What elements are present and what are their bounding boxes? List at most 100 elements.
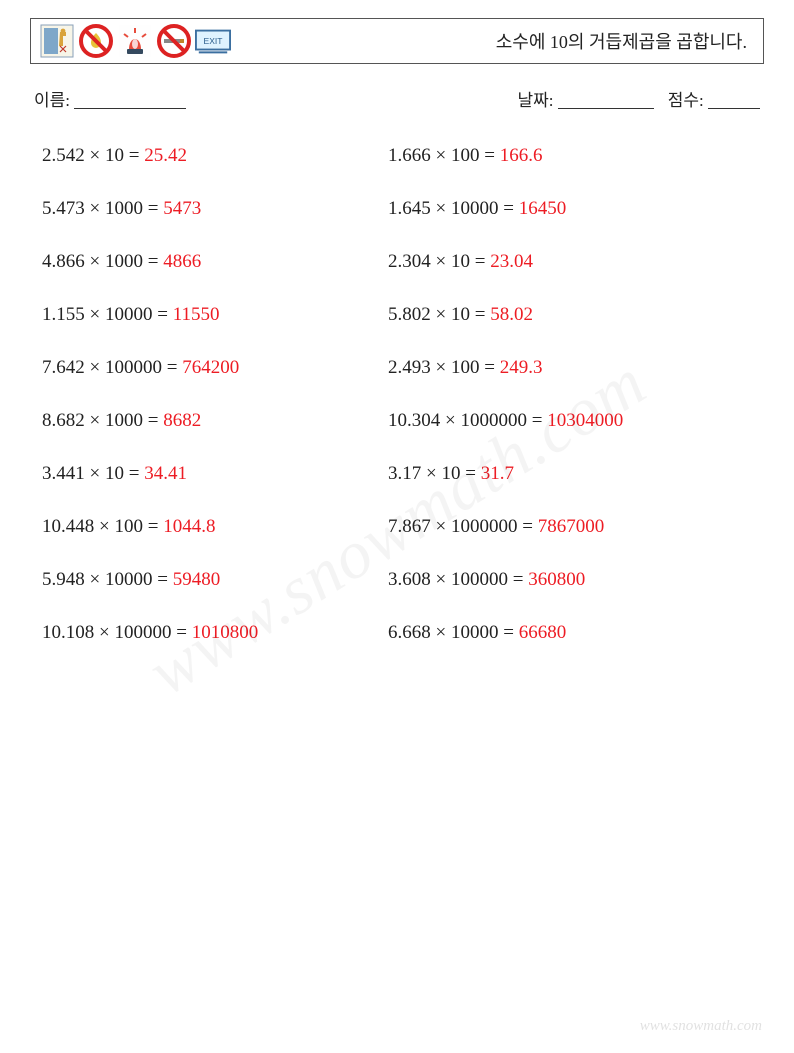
operand-b: 1000 bbox=[105, 410, 143, 431]
date-label: 날짜: bbox=[517, 91, 553, 110]
name-label: 이름: bbox=[34, 91, 70, 110]
answer: 31.7 bbox=[481, 463, 514, 484]
operand-a: 8.682 bbox=[42, 410, 85, 431]
operand-b: 10000 bbox=[451, 198, 499, 219]
operand-a: 10.448 bbox=[42, 516, 94, 537]
operand-a: 6.668 bbox=[388, 622, 431, 643]
operand-b: 10000 bbox=[105, 569, 153, 590]
operand-b: 100 bbox=[451, 145, 480, 166]
equals-sign: = bbox=[124, 145, 144, 166]
operand-b: 100000 bbox=[114, 622, 171, 643]
operand-a: 5.473 bbox=[42, 198, 85, 219]
equals-sign: = bbox=[143, 198, 163, 219]
equals-sign: = bbox=[171, 622, 191, 643]
name-underline bbox=[74, 92, 186, 109]
score-underline bbox=[708, 92, 760, 109]
equals-sign: = bbox=[152, 304, 172, 325]
answer: 4866 bbox=[163, 251, 201, 272]
operand-b: 10 bbox=[451, 304, 470, 325]
operand-b: 1000 bbox=[105, 251, 143, 272]
equals-sign: = bbox=[162, 357, 182, 378]
answer: 59480 bbox=[173, 569, 221, 590]
equals-sign: = bbox=[479, 357, 499, 378]
equals-sign: = bbox=[143, 251, 163, 272]
operand-b: 100 bbox=[114, 516, 143, 537]
answer: 166.6 bbox=[500, 145, 543, 166]
worksheet-title: 소수에 10의 거듭제곱을 곱합니다. bbox=[496, 28, 747, 54]
operand-a: 3.441 bbox=[42, 463, 85, 484]
emergency-exit-icon bbox=[39, 23, 75, 59]
operand-b: 10 bbox=[451, 251, 470, 272]
times-operator: × bbox=[431, 198, 451, 219]
times-operator: × bbox=[85, 357, 105, 378]
operand-b: 100 bbox=[451, 357, 480, 378]
operand-a: 2.542 bbox=[42, 145, 85, 166]
problem-row: 3.17 × 10 = 31.7 bbox=[388, 463, 752, 485]
operand-a: 5.802 bbox=[388, 304, 431, 325]
times-operator: × bbox=[431, 304, 451, 325]
answer: 249.3 bbox=[500, 357, 543, 378]
operand-a: 10.108 bbox=[42, 622, 94, 643]
name-field: 이름: bbox=[34, 86, 517, 111]
answer: 58.02 bbox=[490, 304, 533, 325]
operand-b: 10000 bbox=[451, 622, 499, 643]
equals-sign: = bbox=[152, 569, 172, 590]
problem-row: 7.642 × 100000 = 764200 bbox=[42, 357, 388, 379]
problem-row: 10.304 × 1000000 = 10304000 bbox=[388, 410, 752, 432]
operand-b: 10 bbox=[441, 463, 460, 484]
operand-b: 1000000 bbox=[460, 410, 527, 431]
alarm-light-icon bbox=[117, 23, 153, 59]
times-operator: × bbox=[440, 410, 460, 431]
date-underline bbox=[558, 92, 654, 109]
footer-link: www.snowmath.com bbox=[640, 1018, 762, 1035]
problem-row: 7.867 × 1000000 = 7867000 bbox=[388, 516, 752, 538]
answer: 1044.8 bbox=[163, 516, 215, 537]
problem-row: 4.866 × 1000 = 4866 bbox=[42, 251, 388, 273]
answer: 66680 bbox=[519, 622, 567, 643]
operand-a: 10.304 bbox=[388, 410, 440, 431]
operand-a: 7.867 bbox=[388, 516, 431, 537]
problem-row: 5.948 × 10000 = 59480 bbox=[42, 569, 388, 591]
operand-a: 3.608 bbox=[388, 569, 431, 590]
times-operator: × bbox=[85, 569, 105, 590]
operand-b: 100000 bbox=[451, 569, 508, 590]
equals-sign: = bbox=[527, 410, 547, 431]
times-operator: × bbox=[85, 410, 105, 431]
equals-sign: = bbox=[470, 251, 490, 272]
times-operator: × bbox=[85, 463, 105, 484]
answer: 8682 bbox=[163, 410, 201, 431]
problem-row: 2.493 × 100 = 249.3 bbox=[388, 357, 752, 379]
problem-row: 5.802 × 10 = 58.02 bbox=[388, 304, 752, 326]
equals-sign: = bbox=[498, 622, 518, 643]
equals-sign: = bbox=[479, 145, 499, 166]
answer: 7867000 bbox=[538, 516, 605, 537]
header-box: EXIT 소수에 10의 거듭제곱을 곱합니다. bbox=[30, 18, 764, 64]
times-operator: × bbox=[94, 516, 114, 537]
answer: 5473 bbox=[163, 198, 201, 219]
times-operator: × bbox=[85, 304, 105, 325]
equals-sign: = bbox=[143, 410, 163, 431]
times-operator: × bbox=[421, 463, 441, 484]
operand-b: 1000 bbox=[105, 198, 143, 219]
problem-row: 6.668 × 10000 = 66680 bbox=[388, 622, 752, 644]
header-icons: EXIT bbox=[39, 23, 231, 59]
problem-row: 10.448 × 100 = 1044.8 bbox=[42, 516, 388, 538]
svg-text:EXIT: EXIT bbox=[204, 36, 223, 46]
problems-grid: 2.542 × 10 = 25.421.666 × 100 = 166.6 5.4… bbox=[30, 145, 764, 644]
times-operator: × bbox=[85, 145, 105, 166]
exit-sign-icon: EXIT bbox=[195, 23, 231, 59]
problem-row: 2.304 × 10 = 23.04 bbox=[388, 251, 752, 273]
problem-row: 5.473 × 1000 = 5473 bbox=[42, 198, 388, 220]
problem-row: 3.608 × 100000 = 360800 bbox=[388, 569, 752, 591]
operand-a: 3.17 bbox=[388, 463, 421, 484]
problem-row: 1.666 × 100 = 166.6 bbox=[388, 145, 752, 167]
worksheet-page: EXIT 소수에 10의 거듭제곱을 곱합니다. 이름: 날짜: 점수: 2.5… bbox=[0, 0, 794, 1053]
equals-sign: = bbox=[470, 304, 490, 325]
meta-row: 이름: 날짜: 점수: bbox=[30, 86, 764, 111]
times-operator: × bbox=[85, 251, 105, 272]
problem-row: 2.542 × 10 = 25.42 bbox=[42, 145, 388, 167]
answer: 34.41 bbox=[144, 463, 187, 484]
answer: 10304000 bbox=[547, 410, 623, 431]
no-fire-icon bbox=[78, 23, 114, 59]
answer: 16450 bbox=[519, 198, 567, 219]
